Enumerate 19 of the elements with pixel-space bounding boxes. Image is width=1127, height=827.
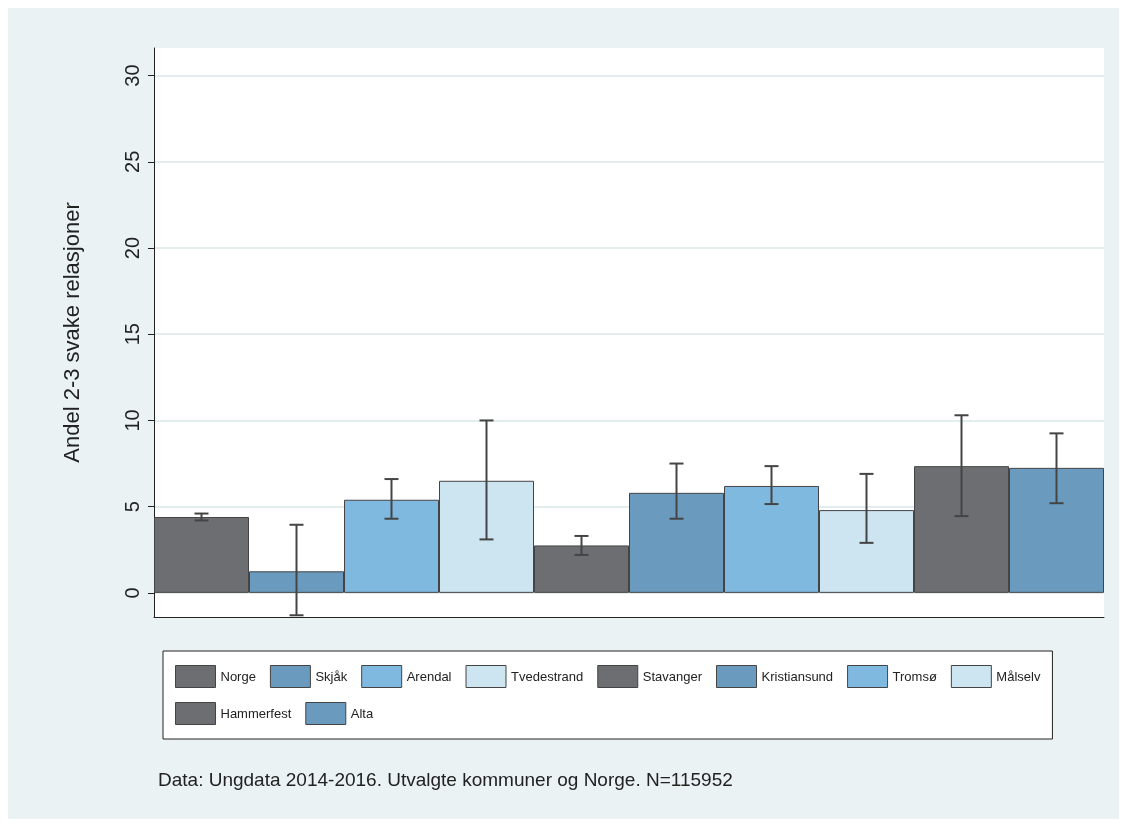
legend-label: Tvedestrand <box>511 669 584 684</box>
legend-label: Målselv <box>996 669 1041 684</box>
legend-label: Norge <box>220 669 256 684</box>
legend-label: Alta <box>350 706 374 721</box>
text: Data: Ungdata 2014-2016. Utvalgte kommuner og Norge. N=115952 <box>158 769 733 790</box>
y-tick-label: 20 <box>121 236 143 260</box>
legend-label: Hammerfest <box>220 706 292 721</box>
y-tick-label: 0 <box>121 587 143 599</box>
legend-label: Stavanger <box>642 669 703 684</box>
legend-label: Arendal <box>406 669 452 684</box>
y-tick-label: 10 <box>121 409 143 432</box>
legend-label: Skjåk <box>315 669 348 684</box>
y-axis-title: Andel 2-3 svake relasjoner <box>58 202 84 463</box>
y-tick-label: 15 <box>121 323 143 346</box>
y-tick-label: 5 <box>121 501 143 513</box>
y-tick-label: 30 <box>121 64 143 87</box>
y-tick-label: 25 <box>121 150 143 173</box>
legend-label: Tromsø <box>892 669 937 684</box>
legend-label: Kristiansund <box>761 669 834 684</box>
